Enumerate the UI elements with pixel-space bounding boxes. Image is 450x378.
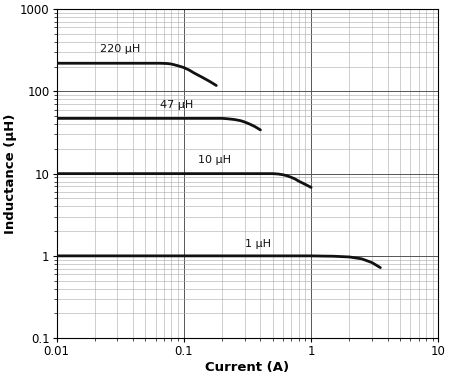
Text: 220 μH: 220 μH	[100, 44, 140, 54]
Text: 1 μH: 1 μH	[244, 239, 270, 248]
X-axis label: Current (A): Current (A)	[205, 361, 289, 374]
Text: 47 μH: 47 μH	[160, 100, 193, 110]
Text: 10 μH: 10 μH	[198, 155, 231, 165]
Y-axis label: Inductance (μH): Inductance (μH)	[4, 113, 17, 234]
